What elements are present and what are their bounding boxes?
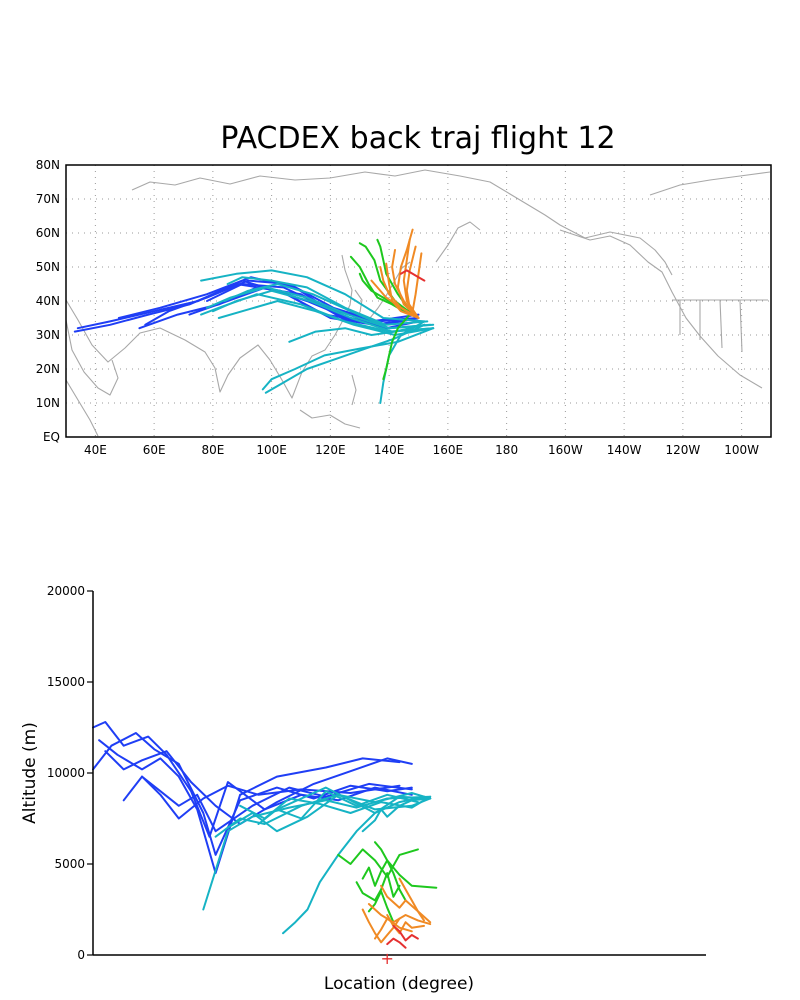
longitude-ticks: 40E 60E 80E 100E 120E 140E 160E 180 160W 140W 120W…: [84, 443, 759, 457]
altitude-line-orange: [398, 877, 425, 922]
lat-tick-label: 30N: [36, 328, 60, 342]
map-panel: 40E 60E 80E 100E 120E 140E 160E 180 160W 140W 120W…: [36, 158, 772, 457]
coastline-arabia: [65, 319, 119, 396]
lon-tick-label: 80E: [201, 443, 224, 457]
lat-tick-label: 70N: [36, 192, 60, 206]
altitude-line-blue: [98, 739, 401, 875]
altitude-line-cyan: [275, 786, 432, 814]
trajectory-line-orange: [385, 262, 420, 319]
coastline-eurasia-north: [131, 169, 673, 276]
coastline-east-africa: [65, 379, 99, 437]
coastline-eurasia-south: [65, 254, 353, 399]
altitude-line-green: [374, 841, 407, 902]
y-tick-label: 5000: [54, 857, 85, 871]
lat-tick-label: 20N: [36, 362, 60, 376]
altitude-line-red: [392, 924, 419, 942]
altitude-profiles: [92, 721, 438, 949]
altitude-line-green: [361, 859, 438, 889]
trajectory-line-cyan: [200, 269, 426, 323]
lon-tick-label: 60E: [143, 443, 166, 457]
trajectory-line-green: [382, 313, 411, 381]
trajectory-line-green: [376, 238, 414, 316]
trajectory-line-orange: [370, 279, 420, 319]
lon-tick-label: 160E: [433, 443, 464, 457]
altitude-line-cyan: [361, 797, 432, 833]
altitude-line-green: [337, 848, 419, 878]
lon-tick-label: 40E: [84, 443, 107, 457]
y-tick-label: 0: [77, 948, 85, 962]
altitude-line-orange: [386, 914, 425, 935]
trajectory-line-orange: [402, 238, 420, 319]
altitude-ticks: 0 5000 10000 15000 20000: [47, 584, 93, 962]
lon-tick-label: 100E: [256, 443, 287, 457]
altitude-line-cyan: [282, 795, 425, 935]
lon-tick-label: 140E: [374, 443, 405, 457]
latitude-ticks: EQ 10N 20N 30N 40N 50N 60N 70N 80N: [36, 158, 60, 444]
origin-marker: +: [381, 949, 394, 968]
trajectory-line-cyan: [226, 276, 429, 326]
lat-tick-label: 60N: [36, 226, 60, 240]
lon-tick-label: 120E: [315, 443, 346, 457]
altitude-line-green: [355, 872, 401, 902]
lon-tick-label: 120W: [665, 443, 700, 457]
coastline-alaska: [559, 229, 763, 389]
lon-tick-label: 160W: [548, 443, 583, 457]
lon-tick-label: 100W: [724, 443, 759, 457]
lat-tick-label: EQ: [43, 430, 60, 444]
coastline-philippines: [351, 374, 357, 406]
x-axis-label: Location (degree): [324, 974, 474, 994]
coastline-kamchatka: [435, 221, 481, 263]
y-tick-label: 15000: [47, 675, 85, 689]
y-tick-label: 10000: [47, 766, 85, 780]
map-gridlines: [66, 165, 771, 437]
trajectory-line-cyan: [264, 323, 426, 394]
lat-tick-label: 80N: [36, 158, 60, 172]
lon-tick-label: 180: [495, 443, 518, 457]
map-frame: [65, 164, 772, 438]
trajectory-line-cyan: [288, 323, 426, 343]
coastline-north-america: [649, 171, 771, 196]
lat-tick-label: 10N: [36, 396, 60, 410]
trajectory-line-orange: [411, 252, 423, 319]
coastlines: [65, 169, 771, 437]
trajectory-line-cyan: [223, 283, 432, 330]
lat-tick-label: 50N: [36, 260, 60, 274]
altitude-line-orange: [367, 903, 432, 926]
lon-tick-label: 140W: [607, 443, 642, 457]
altitude-line-red: [386, 937, 407, 949]
altitude-line-orange: [374, 917, 413, 940]
altitude-line-blue: [104, 750, 413, 825]
altitude-line-blue: [92, 721, 413, 838]
coastline-indonesia: [299, 409, 361, 429]
lat-tick-label: 40N: [36, 294, 60, 308]
y-tick-label: 20000: [47, 584, 85, 598]
trajectory-line-red: [399, 269, 426, 282]
usa-border: [672, 299, 768, 353]
trajectory-lines: [73, 228, 435, 404]
y-axis-label: Altitude (m): [20, 722, 40, 824]
altitude-line-blue: [92, 732, 413, 856]
altitude-panel: 0 5000 10000 15000 20000 + Location (degree)…: [20, 584, 706, 994]
altitude-line-orange: [361, 908, 401, 944]
altitude-line-cyan: [214, 792, 432, 838]
chart-title: PACDEX back traj flight 12: [220, 121, 615, 156]
